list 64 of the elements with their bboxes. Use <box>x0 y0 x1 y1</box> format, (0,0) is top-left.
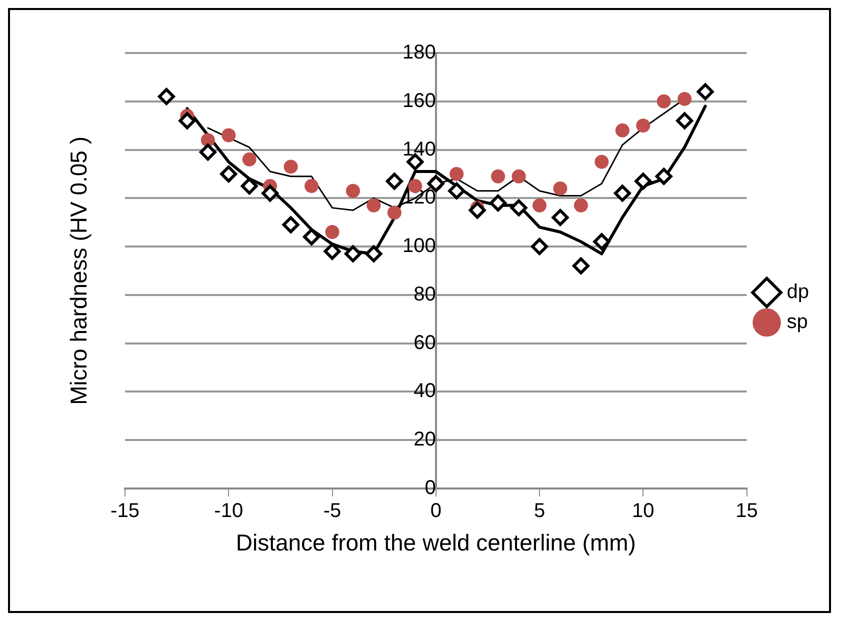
point <box>553 181 568 196</box>
point <box>594 154 609 169</box>
x-tick-label: -10 <box>214 500 244 522</box>
point <box>615 123 630 138</box>
point <box>490 194 507 212</box>
point <box>636 118 650 133</box>
point <box>282 216 300 234</box>
point <box>468 202 486 219</box>
point <box>655 168 672 185</box>
point <box>262 184 279 202</box>
point <box>491 169 506 184</box>
point <box>344 245 362 262</box>
point <box>387 206 402 220</box>
y-tick-label: 0 <box>424 476 436 499</box>
point <box>656 94 671 108</box>
point <box>303 228 320 246</box>
point <box>178 112 196 130</box>
point <box>696 83 714 100</box>
legend-label: dp <box>786 281 810 304</box>
point <box>324 242 341 260</box>
y-tick-label: 100 <box>402 235 436 258</box>
point <box>220 165 238 182</box>
point <box>158 88 175 106</box>
point <box>365 245 382 262</box>
point <box>678 92 692 106</box>
x-tick-label: 15 <box>736 500 758 522</box>
y-tick-label: 160 <box>402 90 436 112</box>
point <box>222 128 236 142</box>
point <box>448 182 466 200</box>
x-tick-label: -5 <box>323 500 342 522</box>
point <box>532 198 547 212</box>
y-axis-title: Micro hardness (HV 0.05 ) <box>65 136 92 405</box>
point <box>199 144 216 161</box>
point <box>512 169 526 184</box>
point <box>531 238 548 256</box>
point <box>593 233 610 250</box>
point <box>614 184 631 202</box>
point <box>304 179 319 194</box>
point <box>284 160 298 174</box>
point <box>634 172 652 190</box>
x-axis-title: Distance from the weld centerline (mm) <box>236 530 636 556</box>
y-tick-label: 140 <box>402 138 436 160</box>
point <box>676 112 694 130</box>
y-tick-label: 40 <box>414 380 436 402</box>
y-tick-label: 180 <box>402 42 436 64</box>
point <box>325 225 340 239</box>
point <box>240 178 258 195</box>
point <box>242 152 256 166</box>
point <box>386 172 403 190</box>
y-tick-label: 80 <box>414 283 436 306</box>
y-tick-label: 60 <box>414 332 436 354</box>
point <box>574 198 588 212</box>
point <box>200 133 215 148</box>
y-tick-label: 20 <box>414 428 436 451</box>
point <box>366 198 381 212</box>
point <box>552 208 569 226</box>
x-tick-label: -15 <box>110 500 140 522</box>
point <box>346 184 360 198</box>
point <box>510 199 528 216</box>
x-tick-label: 10 <box>632 500 654 522</box>
point <box>572 257 590 274</box>
point <box>450 166 464 181</box>
x-tick-label: 5 <box>534 500 546 522</box>
legend-label: sp <box>786 311 808 334</box>
